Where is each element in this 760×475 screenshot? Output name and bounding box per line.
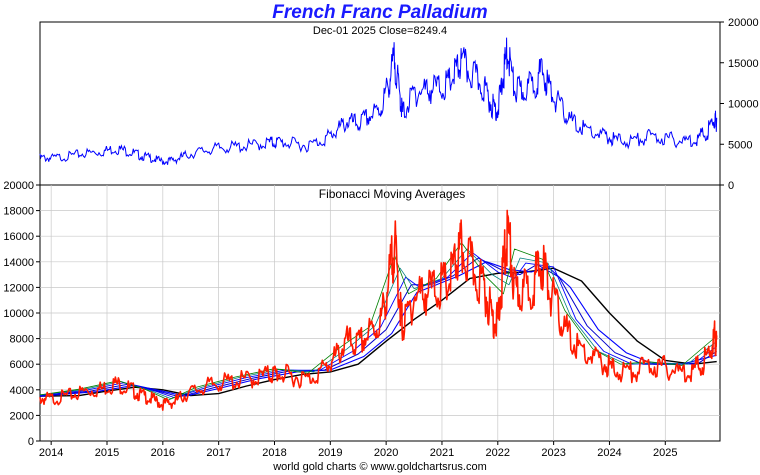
- x-tick-label: 2018: [262, 447, 286, 459]
- x-tick-label: 2025: [653, 447, 677, 459]
- chart-subtitle: Dec-01 2025 Close=8249.4: [312, 25, 448, 37]
- x-tick-label: 2016: [151, 447, 175, 459]
- chart-title: French Franc Palladium: [272, 2, 488, 23]
- y-tick-label: 0: [28, 436, 34, 448]
- y-tick-label: 10000: [3, 308, 34, 320]
- x-tick-label: 2017: [206, 447, 230, 459]
- x-tick-label: 2014: [39, 447, 63, 459]
- footer-credit: world gold charts © www.goldchartsrus.co…: [273, 461, 487, 473]
- y-tick-label: 20000: [3, 180, 34, 192]
- y-tick-label: 10000: [728, 99, 759, 111]
- x-tick-label: 2021: [430, 447, 454, 459]
- bottom-ma-lines: [39, 209, 718, 411]
- price-line: [39, 37, 718, 166]
- y-tick-label: 20000: [728, 17, 759, 29]
- y-tick-label: 18000: [3, 206, 34, 218]
- x-tick-label: 2019: [318, 447, 342, 459]
- y-tick-label: 6000: [10, 359, 34, 371]
- x-tick-label: 2020: [374, 447, 398, 459]
- x-tick-label: 2024: [597, 447, 621, 459]
- x-axis: 2014 2015 2016 2017 2018 2019 2020 2021 2022 2023…: [39, 441, 678, 459]
- top-y-axis: 0 5000 10000 15000 20000: [720, 17, 759, 192]
- y-tick-label: 4000: [10, 385, 34, 397]
- x-tick-label: 2023: [541, 447, 565, 459]
- price-line: [39, 209, 718, 411]
- y-tick-label: 2000: [10, 410, 34, 422]
- x-tick-label: 2015: [95, 447, 119, 459]
- top-panel-frame: [39, 21, 721, 186]
- moving-average-line: [39, 267, 717, 397]
- y-tick-label: 5000: [728, 139, 752, 151]
- y-tick-label: 16000: [3, 231, 34, 243]
- y-tick-label: 8000: [10, 334, 34, 346]
- y-tick-label: 12000: [3, 282, 34, 294]
- x-tick-label: 2022: [486, 447, 510, 459]
- bottom-y-axis: 0 2000 4000 6000 8000 10000 12000 14000 16000 180…: [3, 180, 40, 448]
- top-price-lines: [39, 37, 718, 166]
- y-tick-label: 0: [728, 180, 734, 192]
- bottom-panel-title: Fibonacci Moving Averages: [319, 187, 466, 201]
- y-tick-label: 15000: [728, 58, 759, 70]
- y-tick-label: 14000: [3, 257, 34, 269]
